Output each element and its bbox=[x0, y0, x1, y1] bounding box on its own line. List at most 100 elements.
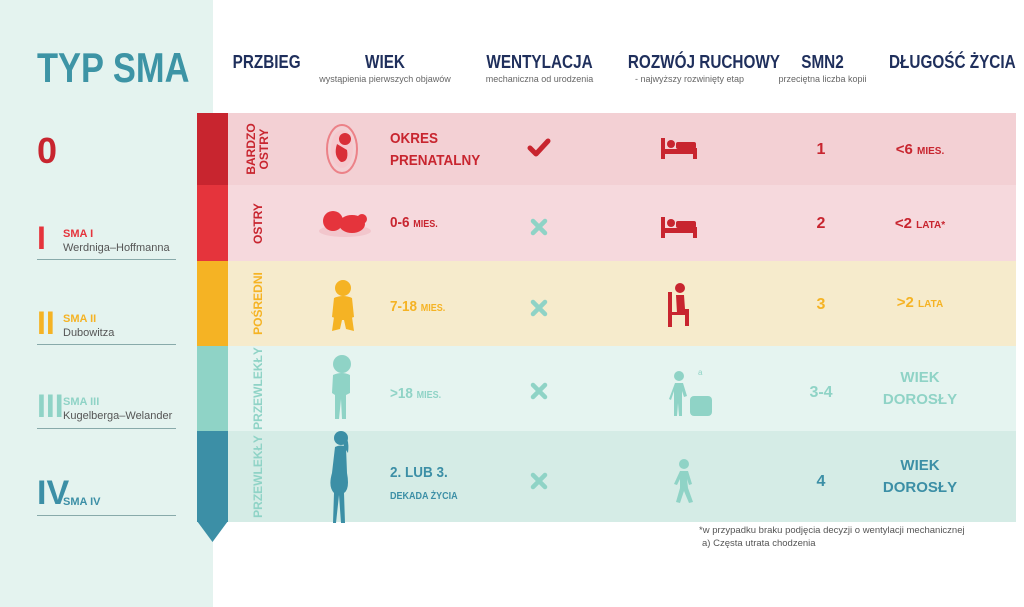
life-main: <6 bbox=[895, 141, 913, 158]
age-unit: MIES. bbox=[420, 303, 446, 314]
type-2-text: SMA II Dubowitza bbox=[63, 312, 114, 340]
sitting-icon bbox=[668, 283, 689, 327]
type-divider bbox=[37, 428, 176, 429]
walking-icon bbox=[674, 459, 693, 503]
cross-icon bbox=[530, 218, 548, 236]
row-type-4 bbox=[228, 431, 1016, 522]
header-smn2-title: SMN2 bbox=[801, 52, 844, 72]
type-4-number: IV bbox=[37, 474, 70, 512]
course-cell: OSTRY bbox=[228, 185, 288, 261]
footnotes: *w przypadku braku podjęcia decyzji o we… bbox=[699, 524, 965, 550]
course-label: POŚREDNI bbox=[250, 272, 265, 335]
page-title: TYP SMA bbox=[37, 44, 190, 91]
smn2-value: 3-4 bbox=[809, 384, 833, 401]
age-cell: 0-6 MIES. bbox=[390, 212, 438, 236]
course-cell: BARDZO OSTRY bbox=[228, 113, 288, 185]
header-motor: ROZWÓJ RUCHOWY - najwyższy rozwinięty et… bbox=[617, 52, 781, 84]
course-label: PRZEWLEKŁY bbox=[250, 435, 265, 518]
header-life: DŁUGOŚĆ ŻYCIA bbox=[880, 52, 1016, 73]
type-2-name: Dubowitza bbox=[63, 327, 115, 339]
severity-arrow-tip bbox=[197, 521, 228, 542]
header-motor-title: ROZWÓJ RUCHOWY bbox=[627, 52, 781, 72]
life-main: >2 bbox=[896, 294, 914, 311]
type-3-text: SMA III Kugelberga–Welander bbox=[63, 395, 172, 423]
type-4-text: SMA IV bbox=[63, 495, 101, 509]
footnote-a: a) Częsta utrata chodzenia bbox=[702, 538, 816, 549]
life-unit: LATA* bbox=[916, 220, 946, 231]
type-2-number: II bbox=[37, 305, 55, 341]
course-cell: POŚREDNI bbox=[228, 261, 288, 346]
age-main: 2. LUB 3. bbox=[390, 464, 448, 481]
course-label: BARDZO OSTRY bbox=[244, 123, 271, 175]
type-1-label: SMA I bbox=[63, 228, 94, 240]
severity-bar-segment bbox=[197, 113, 228, 185]
type-3-name: Kugelberga–Welander bbox=[63, 410, 173, 422]
cross-icon bbox=[530, 472, 548, 490]
age-main: >18 bbox=[390, 385, 413, 402]
header-ventilation: WENTYLACJA mechaniczna od urodzenia bbox=[472, 52, 607, 84]
header-smn2: SMN2 przeciętna liczba kopii bbox=[765, 52, 880, 84]
infant-lying-icon bbox=[319, 211, 371, 237]
infant-sitting-icon bbox=[332, 280, 354, 331]
course-cell: PRZEWLEKŁY bbox=[228, 431, 288, 522]
type-0-number: 0 bbox=[37, 130, 58, 171]
life-unit: DOROSŁY bbox=[882, 391, 958, 408]
type-1-number: I bbox=[37, 220, 46, 256]
type-1-text: SMA I Werdniga–Hoffmanna bbox=[63, 227, 170, 255]
severity-bar-segment bbox=[197, 185, 228, 261]
cross-icon bbox=[530, 382, 548, 400]
life-unit: DOROSŁY bbox=[882, 479, 958, 496]
life-unit: MIES. bbox=[917, 146, 945, 157]
life-main: <2 bbox=[894, 215, 912, 232]
life-unit: LATA bbox=[918, 299, 944, 310]
left-panel bbox=[0, 0, 213, 607]
smn2-value: 3 bbox=[816, 296, 826, 313]
age-cell: 2. LUB 3. DEKADA ŻYCIA bbox=[390, 462, 458, 508]
age-main: 0-6 bbox=[390, 214, 410, 231]
life-main: WIEK bbox=[900, 369, 940, 386]
smn2-value: 2 bbox=[816, 215, 826, 232]
toddler-standing-icon bbox=[332, 355, 351, 419]
row-type-3 bbox=[228, 346, 1016, 431]
life-main: WIEK bbox=[900, 457, 940, 474]
age-unit: PRENATALNY bbox=[390, 152, 481, 169]
header-life-title: DŁUGOŚĆ ŻYCIA bbox=[889, 52, 1016, 72]
severity-bar-segment bbox=[197, 431, 228, 522]
type-1-name: Werdniga–Hoffmanna bbox=[63, 242, 170, 254]
age-cell: >18 MIES. bbox=[390, 383, 441, 407]
bed-icon bbox=[661, 217, 697, 238]
header-course-title: PRZBIEG bbox=[232, 52, 301, 72]
header-smn2-sub: przeciętna liczba kopii bbox=[778, 74, 867, 84]
header-age: WIEK wystąpienia pierwszych objawów bbox=[300, 52, 470, 84]
age-cell: OKRES PRENATALNY bbox=[390, 128, 480, 172]
type-2-label: SMA II bbox=[63, 313, 97, 325]
age-unit: MIES. bbox=[416, 390, 442, 401]
type-3-number: III bbox=[37, 388, 64, 424]
standing-icon bbox=[669, 371, 712, 416]
course-label: OSTRY bbox=[250, 202, 265, 244]
severity-bar-segment bbox=[197, 346, 228, 431]
type-3-label: SMA III bbox=[63, 396, 100, 408]
header-ventilation-title: WENTYLACJA bbox=[486, 52, 593, 72]
cross-icon bbox=[530, 299, 548, 317]
fetus-icon bbox=[326, 124, 358, 174]
footnote-star: *w przypadku braku podjęcia decyzji o we… bbox=[699, 525, 965, 536]
age-unit: DEKADA ŻYCIA bbox=[390, 491, 458, 502]
woman-standing-icon bbox=[330, 431, 349, 523]
type-divider bbox=[37, 344, 176, 345]
course-cell: PRZEWLEKŁY bbox=[228, 346, 288, 431]
bed-icon bbox=[661, 138, 697, 159]
severity-bar-segment bbox=[197, 261, 228, 346]
motor-note: a bbox=[698, 368, 703, 377]
row-type-2 bbox=[228, 261, 1016, 346]
age-main: 7-18 bbox=[390, 298, 418, 315]
header-course: PRZBIEG bbox=[228, 52, 301, 73]
life-cell: >2 LATA bbox=[860, 292, 980, 316]
age-cell: 7-18 MIES. bbox=[390, 296, 445, 320]
type-4-label: SMA IV bbox=[63, 496, 101, 508]
life-cell: <6 MIES. bbox=[860, 139, 980, 163]
header-age-title: WIEK bbox=[365, 52, 405, 72]
smn2-value: 1 bbox=[816, 141, 826, 158]
header-age-sub: wystąpienia pierwszych objawów bbox=[319, 74, 451, 84]
age-unit: MIES. bbox=[413, 219, 438, 230]
